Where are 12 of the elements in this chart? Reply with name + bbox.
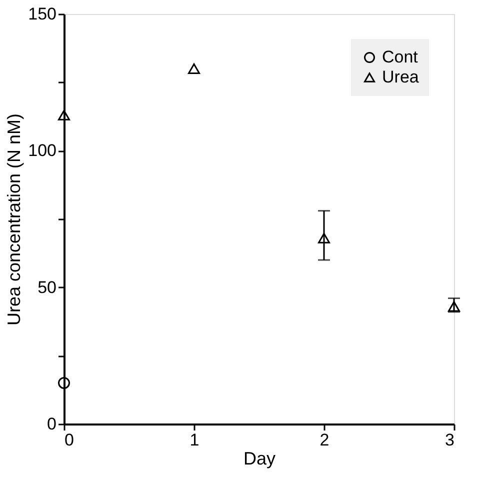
x-tick-label: 2 — [320, 430, 330, 450]
legend-label: Cont — [382, 48, 418, 66]
x-tick-label: 3 — [445, 430, 454, 450]
y-axis-title: Urea concentration (N nM) — [4, 113, 24, 326]
x-tick-label: 0 — [64, 430, 74, 450]
legend-label: Urea — [382, 68, 420, 86]
y-tick-label: 0 — [47, 414, 56, 434]
x-axis-title: Day — [243, 448, 276, 468]
y-tick-label: 150 — [28, 4, 56, 24]
y-tick-label: 100 — [28, 141, 56, 160]
x-tick-label: 1 — [190, 430, 200, 450]
y-tick-label: 50 — [38, 278, 56, 297]
